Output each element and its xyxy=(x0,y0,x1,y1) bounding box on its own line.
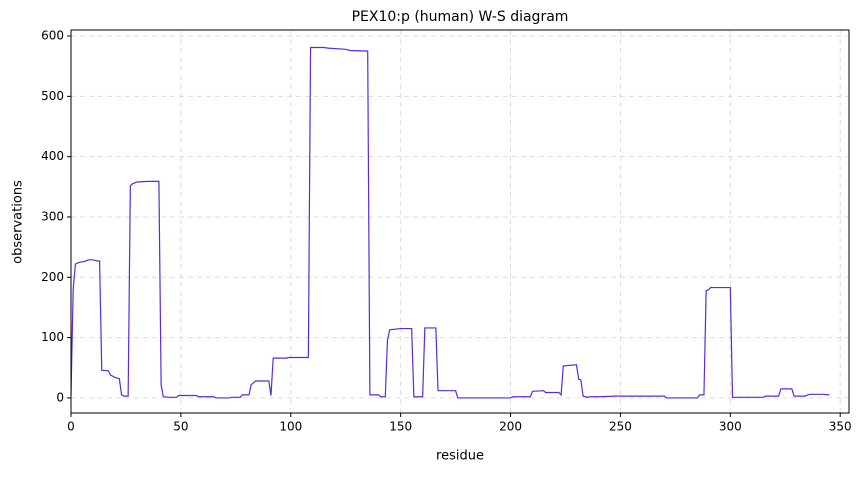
y-tick-label: 300 xyxy=(41,209,64,223)
x-tick-label: 200 xyxy=(499,420,522,434)
data-line xyxy=(70,46,830,399)
y-tick-label: 400 xyxy=(41,149,64,163)
x-tick-label: 350 xyxy=(829,420,852,434)
y-axis-label: observations xyxy=(11,180,26,264)
y-tick-label: 0 xyxy=(56,390,64,404)
x-tick-label: 150 xyxy=(389,420,412,434)
y-tick-label: 100 xyxy=(41,330,64,344)
x-tick-label: 100 xyxy=(279,420,302,434)
x-tick-label: 250 xyxy=(609,420,632,434)
x-tick-label: 0 xyxy=(67,420,75,434)
plot-frame xyxy=(70,29,850,414)
x-axis-label: residue xyxy=(436,449,484,464)
x-tick-label: 300 xyxy=(719,420,742,434)
x-tick-label: 50 xyxy=(173,420,188,434)
y-tick-label: 600 xyxy=(41,29,64,43)
chart-title: PEX10:p (human) W-S diagram xyxy=(352,9,569,25)
y-tick-label: 200 xyxy=(41,270,64,284)
y-tick-label: 500 xyxy=(41,89,64,103)
